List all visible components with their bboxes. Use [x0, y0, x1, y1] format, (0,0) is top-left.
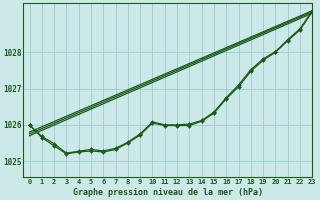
X-axis label: Graphe pression niveau de la mer (hPa): Graphe pression niveau de la mer (hPa)	[73, 188, 263, 197]
